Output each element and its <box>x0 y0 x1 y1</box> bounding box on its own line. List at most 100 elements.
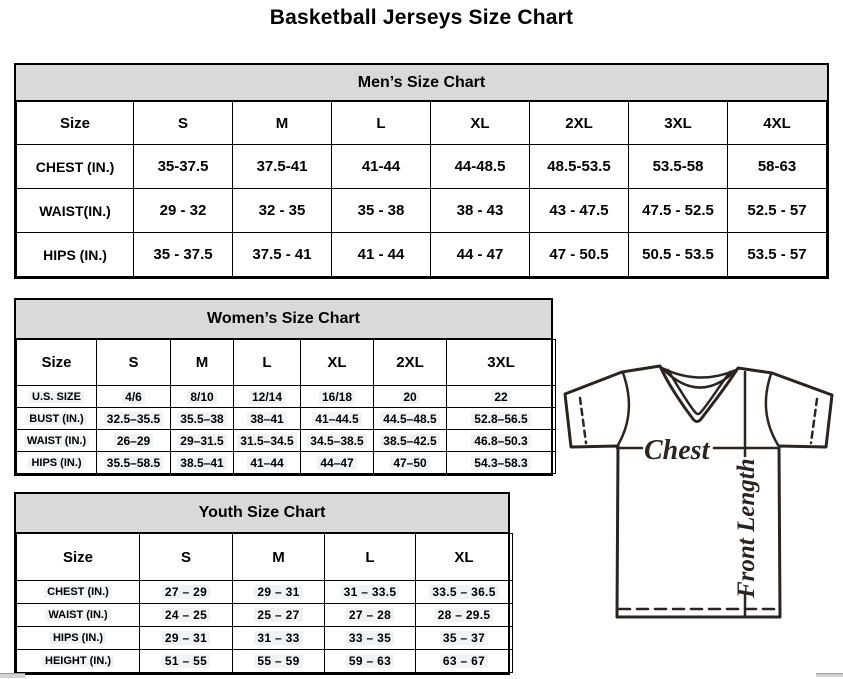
value-cell: 32.5–35.5 <box>96 407 171 430</box>
row-label: CHEST (IN.) <box>16 144 134 189</box>
value-cell: 28 – 29.5 <box>415 603 513 627</box>
table-row: WAIST (IN.) 26–29 29–31.5 31.5–34.5 34.5–38.… <box>16 429 556 452</box>
value-cell: 51 – 55 <box>139 649 233 673</box>
value-cell: 44 - 47 <box>430 232 530 277</box>
value-cell: 38 - 43 <box>430 188 530 233</box>
youth-chart-header: Youth Size Chart <box>16 494 508 533</box>
value-cell: 44.5–48.5 <box>373 407 447 430</box>
chest-label: Chest <box>644 435 711 466</box>
youth-size-chart-table: Youth Size Chart Size S M L XL CHEST (IN.) 27 … <box>14 492 513 675</box>
value-cell: 35 - 38 <box>331 188 431 233</box>
size-header-row: Size S M L XL <box>16 533 513 581</box>
value-cell: 16/18 <box>300 385 374 408</box>
left-cuff-stitch <box>578 396 588 445</box>
value-cell: 41 - 44 <box>331 232 431 277</box>
page-title: Basketball Jerseys Size Chart <box>269 6 574 29</box>
vneck-trim <box>666 368 732 416</box>
size-column-header: XL <box>415 533 513 581</box>
value-cell: 35.5–58.5 <box>96 451 171 474</box>
mens-size-chart-table: Men’s Size Chart Size S M L XL 2XL 3XL 4XL CHEST… <box>14 63 829 279</box>
value-cell: 35 - 37.5 <box>133 232 233 277</box>
right-cuff-stitch <box>809 397 819 445</box>
value-cell: 29 - 32 <box>133 188 233 233</box>
value-cell: 52.5 - 57 <box>727 188 827 233</box>
value-cell: 31 – 33 <box>232 626 325 650</box>
value-cell: 44–47 <box>300 451 374 474</box>
value-cell: 27 – 29 <box>139 580 233 604</box>
size-column-header: M <box>232 533 325 581</box>
row-label: BUST (IN.) <box>16 407 97 430</box>
value-cell: 22 <box>446 385 556 408</box>
row-label: HEIGHT (IN.) <box>16 649 140 673</box>
size-column-header: L <box>233 339 301 386</box>
size-column-header: M <box>232 101 332 145</box>
size-column-label: Size <box>16 101 134 145</box>
jersey-outline <box>563 364 834 619</box>
value-cell: 34.5–38.5 <box>300 429 374 452</box>
value-cell: 32 - 35 <box>232 188 332 233</box>
size-column-header: XL <box>430 101 530 145</box>
value-cell: 35.5–38 <box>170 407 234 430</box>
size-column-header: 2XL <box>529 101 629 145</box>
value-cell: 20 <box>373 385 447 408</box>
row-label: WAIST(IN.) <box>16 188 134 233</box>
size-column-label: Size <box>16 339 97 386</box>
size-header-row: Size S M L XL 2XL 3XL 4XL <box>16 101 827 145</box>
table-row: CHEST (IN.) 27 – 29 29 – 31 31 – 33.5 33.5 –… <box>16 580 513 604</box>
table-row: HEIGHT (IN.) 51 – 55 55 – 59 59 – 63 63 – 67 <box>16 649 513 673</box>
size-column-header: S <box>139 533 233 581</box>
value-cell: 37.5-41 <box>232 144 332 189</box>
value-cell: 55 – 59 <box>232 649 325 673</box>
row-label: HIPS (IN.) <box>16 626 140 650</box>
value-cell: 43 - 47.5 <box>529 188 629 233</box>
table-row: BUST (IN.) 32.5–35.5 35.5–38 38–41 41–44.5 44… <box>16 407 556 430</box>
value-cell: 38.5–41 <box>170 451 234 474</box>
value-cell: 24 – 25 <box>139 603 233 627</box>
value-cell: 54.3–58.3 <box>446 451 556 474</box>
row-label: HIPS (IN.) <box>16 232 134 277</box>
value-cell: 53.5 - 57 <box>727 232 827 277</box>
table-row: CHEST (IN.) 35-37.5 37.5-41 41-44 44-48.5 48.… <box>16 144 827 189</box>
value-cell: 31.5–34.5 <box>233 429 301 452</box>
table-row: WAIST (IN.) 24 – 25 25 – 27 27 – 28 28 – 29.… <box>16 603 513 627</box>
row-label: WAIST (IN.) <box>16 429 97 452</box>
mens-chart-header: Men’s Size Chart <box>16 65 827 101</box>
size-column-header: XL <box>300 339 374 386</box>
value-cell: 38.5–42.5 <box>373 429 447 452</box>
value-cell: 58-63 <box>727 144 827 189</box>
size-column-header: L <box>324 533 416 581</box>
size-header-row: Size S M L XL 2XL 3XL <box>16 339 556 386</box>
bottom-left-fragment <box>0 673 25 678</box>
value-cell: 35-37.5 <box>133 144 233 189</box>
left-armhole-seam <box>616 371 631 447</box>
size-column-header: 3XL <box>446 339 556 386</box>
value-cell: 47–50 <box>373 451 447 474</box>
table-row: HIPS (IN.) 29 – 31 31 – 33 33 – 35 35 – 37 <box>16 626 513 650</box>
row-label: U.S. SIZE <box>16 385 97 408</box>
size-column-header: S <box>96 339 171 386</box>
size-column-label: Size <box>16 533 140 581</box>
right-armhole-seam <box>764 372 780 447</box>
mens-size-table: Size S M L XL 2XL 3XL 4XL CHEST (IN.) 35-37.5 37.5… <box>16 101 827 277</box>
value-cell: 47 - 50.5 <box>529 232 629 277</box>
value-cell: 47.5 - 52.5 <box>628 188 728 233</box>
value-cell: 35 – 37 <box>415 626 513 650</box>
value-cell: 31 – 33.5 <box>324 580 416 604</box>
bottom-right-fragment <box>816 673 843 677</box>
size-column-header: 4XL <box>727 101 827 145</box>
value-cell: 41-44 <box>331 144 431 189</box>
value-cell: 33 – 35 <box>324 626 416 650</box>
row-label: CHEST (IN.) <box>16 580 140 604</box>
size-column-header: M <box>170 339 234 386</box>
value-cell: 29 – 31 <box>139 626 233 650</box>
value-cell: 52.8–56.5 <box>446 407 556 430</box>
value-cell: 25 – 27 <box>232 603 325 627</box>
value-cell: 33.5 – 36.5 <box>415 580 513 604</box>
value-cell: 4/6 <box>96 385 171 408</box>
size-column-header: L <box>331 101 431 145</box>
size-column-header: 2XL <box>373 339 447 386</box>
value-cell: 63 – 67 <box>415 649 513 673</box>
table-row: WAIST(IN.) 29 - 32 32 - 35 35 - 38 38 - 43 43… <box>16 188 827 233</box>
value-cell: 38–41 <box>233 407 301 430</box>
womens-chart-header: Women’s Size Chart <box>16 300 551 339</box>
